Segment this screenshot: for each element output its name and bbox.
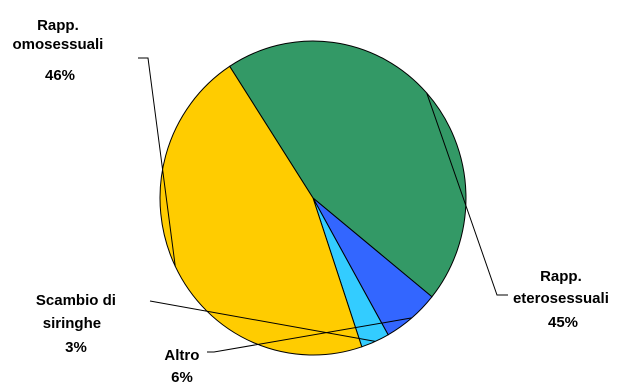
leader-eterosessuali [426,92,508,296]
label-siringhe-line1: Scambio di [36,292,116,309]
pie-slices [159,40,467,356]
label-eterosessuali-line2: eterosessuali [513,290,609,307]
label-altro-line1: Altro [164,347,199,364]
label-eterosessuali-line1: Rapp. [540,268,582,285]
label-omosessuali-pct: 46% [45,67,75,84]
leader-altro [207,317,412,353]
leader-omosessuali [138,57,176,267]
label-altro-pct: 6% [171,369,193,386]
leader-lines [138,57,508,353]
label-siringhe: Scambio di siringhe 3% [36,292,120,356]
label-altro: Altro 6% [164,347,203,386]
label-omosessuali: Rapp. omosessuali 46% [12,17,107,84]
label-siringhe-pct: 3% [65,339,87,356]
label-omosessuali-line2: omosessuali [12,36,103,53]
label-eterosessuali-pct: 45% [548,314,578,331]
label-eterosessuali: Rapp. eterosessuali 45% [513,268,613,331]
label-omosessuali-line1: Rapp. [37,17,79,34]
leader-siringhe [149,300,376,342]
label-siringhe-line2: siringhe [43,315,101,332]
